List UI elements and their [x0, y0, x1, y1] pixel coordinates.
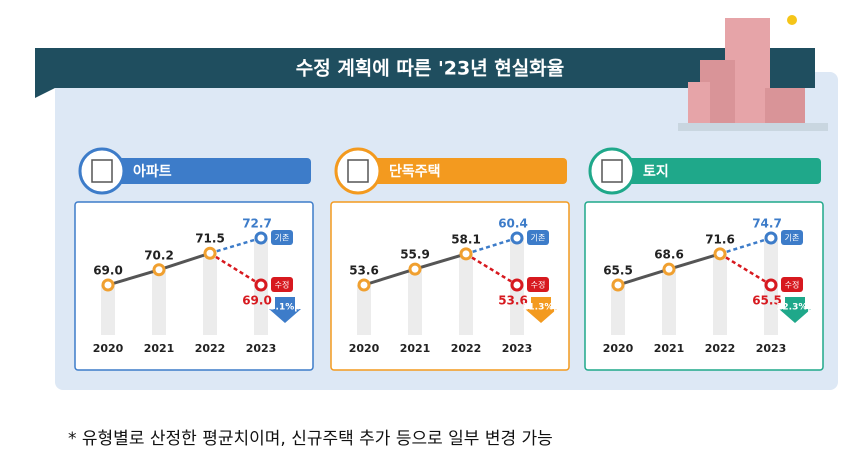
value-label: 69.0	[93, 264, 123, 278]
legend-label: 수정	[275, 280, 290, 290]
chart-panel	[584, 201, 824, 371]
header-bar	[103, 158, 311, 184]
value-label: 74.7	[752, 217, 782, 231]
value-label: 70.2	[144, 248, 174, 262]
value-label: 71.6	[705, 232, 735, 246]
header-icon	[334, 147, 382, 195]
change-arrow	[269, 297, 301, 323]
value-label: 68.6	[654, 248, 684, 262]
change-arrow	[779, 297, 811, 323]
icon-shape	[601, 159, 623, 183]
column-shade	[357, 285, 371, 335]
data-point	[510, 278, 524, 292]
x-tick-label: 2022	[195, 342, 226, 355]
column-shade	[611, 285, 625, 335]
change-label: 11.3%p	[522, 303, 560, 313]
x-tick-label: 2020	[349, 342, 380, 355]
data-point	[764, 278, 778, 292]
x-tick-label: 2023	[756, 342, 787, 355]
data-point	[764, 231, 778, 245]
data-point	[713, 247, 727, 261]
column-shade	[203, 253, 217, 335]
header-title: 아파트	[133, 163, 172, 180]
data-point	[662, 262, 676, 276]
legend-badge	[527, 230, 549, 245]
value-label: 53.6	[498, 294, 528, 308]
data-point	[101, 278, 115, 292]
dashed-connector	[209, 252, 262, 287]
data-point	[510, 231, 524, 245]
icon-shape	[347, 159, 369, 183]
value-label: 60.4	[498, 217, 528, 231]
x-tick-label: 2023	[502, 342, 533, 355]
chart-panel	[74, 201, 314, 371]
column-shade	[662, 269, 676, 335]
value-label: 69.0	[242, 294, 272, 308]
legend-label: 수정	[531, 280, 546, 290]
data-point	[152, 263, 166, 277]
footnote: * 유형별로 산정한 평균치이며, 신규주택 추가 등으로 일부 변경 가능	[68, 429, 553, 449]
legend-label: 기존	[275, 234, 290, 243]
page-title: 수정 계획에 따른 '23년 현실화율	[296, 58, 564, 80]
x-tick-label: 2023	[246, 342, 277, 355]
value-label: 53.6	[349, 264, 379, 278]
icon-shape	[91, 159, 113, 183]
dashed-connector	[719, 252, 772, 287]
value-label: 65.5	[603, 264, 633, 278]
data-point	[611, 278, 625, 292]
column-shade	[101, 285, 115, 335]
chart-panel	[330, 201, 570, 371]
change-label: 12.3%p	[776, 303, 814, 313]
x-tick-label: 2022	[705, 342, 736, 355]
legend-label: 기존	[531, 234, 546, 243]
legend-label: 수정	[785, 280, 800, 290]
data-point	[203, 246, 217, 260]
value-label: 65.5	[752, 294, 782, 308]
x-tick-label: 2021	[654, 342, 685, 355]
x-tick-label: 2022	[451, 342, 482, 355]
dashed-connector	[465, 236, 518, 256]
legend-label: 기존	[785, 234, 800, 243]
header-bar	[613, 158, 821, 184]
value-label: 58.1	[451, 232, 481, 246]
column-shade	[713, 253, 727, 335]
header-bar	[359, 158, 567, 184]
legend-badge	[527, 277, 549, 292]
dashed-connector	[719, 236, 772, 256]
legend-badge	[781, 230, 803, 245]
change-arrow	[525, 297, 557, 323]
dashed-connector	[465, 252, 518, 287]
header-title: 토지	[643, 164, 669, 180]
x-tick-label: 2020	[603, 342, 634, 355]
dashed-connector	[209, 236, 262, 255]
data-point	[254, 278, 268, 292]
title-banner	[35, 48, 815, 98]
column-shade	[152, 269, 166, 335]
data-point	[459, 247, 473, 261]
value-label: 55.9	[400, 248, 430, 262]
legend-badge	[271, 230, 293, 245]
change-label: 5.1%p	[269, 303, 301, 313]
header-icon	[588, 147, 636, 195]
legend-badge	[781, 277, 803, 292]
column-shade	[408, 269, 422, 335]
data-point	[254, 231, 268, 245]
data-point	[357, 278, 371, 292]
data-point	[408, 262, 422, 276]
header-title: 단독주택	[389, 163, 441, 180]
buildings-illustration	[678, 15, 828, 131]
x-tick-label: 2021	[400, 342, 431, 355]
x-tick-label: 2021	[144, 342, 175, 355]
legend-badge	[271, 277, 293, 292]
header-icon	[78, 147, 126, 195]
value-label: 71.5	[195, 232, 225, 246]
value-label: 72.7	[242, 217, 272, 231]
column-shade	[459, 253, 473, 335]
x-tick-label: 2020	[93, 342, 124, 355]
